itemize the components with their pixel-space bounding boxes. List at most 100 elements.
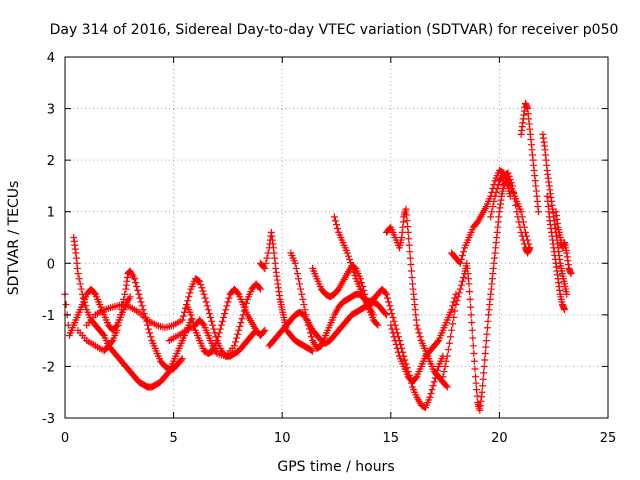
data-point	[479, 382, 487, 390]
data-point	[90, 289, 98, 297]
data-point	[201, 294, 209, 302]
data-point	[439, 373, 447, 381]
x-tick-label: 25	[600, 431, 617, 446]
data-point	[473, 392, 481, 400]
data-point	[482, 343, 490, 351]
data-point	[297, 285, 305, 293]
data-point	[479, 375, 487, 383]
series-track-2	[70, 234, 195, 391]
data-point	[471, 365, 479, 373]
data-point	[468, 319, 476, 327]
data-point	[386, 302, 394, 310]
data-point	[429, 382, 437, 390]
data-point	[222, 306, 230, 314]
series-track-5	[165, 280, 264, 360]
data-point	[264, 249, 272, 257]
data-point	[567, 270, 575, 278]
x-tick-label: 10	[274, 431, 291, 446]
data-point	[77, 285, 85, 293]
data-point	[215, 329, 223, 337]
series-track-18	[539, 130, 571, 298]
data-point	[82, 302, 90, 310]
data-point	[449, 302, 457, 310]
data-point	[453, 297, 461, 305]
series-track-17	[517, 99, 542, 216]
data-point	[294, 275, 302, 283]
data-point	[561, 306, 569, 314]
data-point	[260, 263, 268, 271]
data-point	[145, 325, 153, 333]
data-point	[188, 315, 196, 323]
data-point	[210, 325, 218, 333]
data-point	[126, 293, 134, 301]
data-point	[481, 350, 489, 358]
y-tick-label: -1	[42, 309, 55, 324]
data-point	[185, 293, 193, 301]
data-point	[133, 282, 141, 290]
data-point	[301, 306, 309, 314]
data-point	[451, 307, 459, 315]
data-point	[457, 255, 465, 263]
data-point	[223, 302, 231, 310]
data-point	[203, 302, 211, 310]
data-point	[121, 290, 129, 298]
data-point	[514, 213, 522, 221]
data-point	[506, 175, 514, 183]
data-point	[460, 248, 468, 256]
data-point	[563, 290, 571, 298]
data-point	[508, 182, 516, 190]
data-point	[512, 201, 520, 209]
data-point	[515, 218, 523, 226]
data-point	[255, 284, 263, 292]
data-point	[76, 280, 84, 288]
data-point	[198, 284, 206, 292]
y-tick-label: 3	[47, 103, 55, 118]
data-point	[260, 328, 268, 336]
data-point	[404, 228, 412, 236]
data-point	[197, 281, 205, 289]
data-point	[534, 208, 542, 216]
data-point	[468, 326, 476, 334]
series-track-16	[487, 169, 534, 257]
data-point	[406, 248, 414, 256]
data-point	[465, 280, 473, 288]
series-track-13	[387, 290, 460, 386]
data-point	[507, 179, 515, 187]
data-point	[466, 295, 474, 303]
data-point	[466, 288, 474, 296]
y-tick-label: -2	[42, 360, 55, 375]
series-track-20	[552, 208, 575, 278]
data-point	[232, 338, 240, 346]
data-point	[308, 346, 316, 354]
data-point	[445, 339, 453, 347]
data-point	[177, 356, 185, 364]
data-point	[382, 290, 390, 298]
data-point	[78, 290, 86, 298]
data-point	[481, 356, 489, 364]
series-track-14	[439, 177, 514, 414]
data-point	[443, 383, 451, 391]
data-point	[343, 249, 351, 257]
data-point	[388, 325, 396, 333]
y-tick-label: 1	[47, 206, 55, 221]
data-point	[221, 310, 229, 318]
data-point	[242, 299, 250, 307]
data-point	[448, 306, 456, 314]
data-point	[237, 319, 245, 327]
data-point	[357, 279, 365, 287]
data-point	[216, 325, 224, 333]
x-tick-label: 15	[383, 431, 400, 446]
data-point	[440, 368, 448, 376]
data-point	[202, 298, 210, 306]
data-point	[382, 311, 390, 319]
data-point	[114, 321, 122, 329]
data-point	[302, 311, 310, 319]
data-point	[494, 181, 502, 189]
data-point	[458, 252, 466, 260]
data-point	[456, 259, 464, 267]
data-point	[394, 348, 402, 356]
data-point	[62, 301, 70, 309]
data-point	[407, 261, 415, 269]
x-axis-label: GPS time / hours	[277, 459, 394, 475]
